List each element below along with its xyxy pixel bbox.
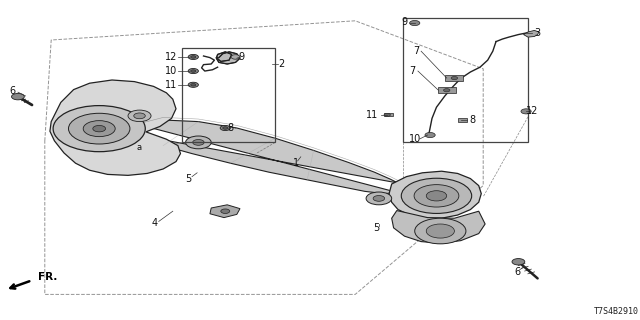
Text: 11: 11 — [366, 110, 379, 120]
Circle shape — [220, 125, 230, 131]
Circle shape — [384, 113, 390, 116]
Circle shape — [128, 110, 151, 122]
Text: 12: 12 — [164, 52, 177, 62]
Polygon shape — [142, 120, 398, 194]
Circle shape — [191, 70, 196, 72]
Polygon shape — [392, 211, 485, 243]
Polygon shape — [210, 205, 240, 218]
Circle shape — [12, 93, 24, 100]
Text: 7: 7 — [410, 66, 416, 76]
Text: 5: 5 — [186, 174, 192, 184]
Circle shape — [134, 113, 145, 119]
Text: 8: 8 — [469, 115, 476, 125]
Text: T7S4B2910: T7S4B2910 — [594, 307, 639, 316]
Circle shape — [188, 68, 198, 74]
Text: 6: 6 — [10, 86, 16, 96]
Text: 10: 10 — [164, 66, 177, 76]
Polygon shape — [384, 113, 393, 116]
Circle shape — [521, 109, 531, 114]
Circle shape — [221, 209, 230, 213]
Circle shape — [193, 140, 204, 145]
Circle shape — [53, 106, 145, 152]
Circle shape — [426, 191, 447, 201]
Text: FR.: FR. — [38, 272, 58, 282]
Circle shape — [373, 196, 385, 201]
Circle shape — [191, 56, 196, 58]
Circle shape — [188, 82, 198, 87]
Polygon shape — [458, 118, 467, 122]
Circle shape — [426, 224, 454, 238]
Text: 11: 11 — [164, 80, 177, 90]
Circle shape — [451, 76, 458, 80]
Polygon shape — [524, 30, 539, 37]
Polygon shape — [445, 75, 463, 81]
Bar — [403, 18, 528, 142]
Circle shape — [410, 20, 420, 26]
Text: 4: 4 — [152, 218, 158, 228]
Circle shape — [512, 259, 525, 265]
Circle shape — [425, 132, 435, 138]
Circle shape — [83, 121, 115, 137]
Text: 5: 5 — [373, 223, 380, 233]
Text: 9: 9 — [401, 17, 408, 28]
Circle shape — [366, 192, 392, 205]
Text: 9: 9 — [239, 52, 245, 62]
Polygon shape — [389, 171, 481, 218]
Polygon shape — [438, 87, 456, 93]
Text: 2: 2 — [278, 59, 285, 69]
Text: 8: 8 — [227, 123, 234, 133]
Circle shape — [415, 218, 466, 244]
Circle shape — [414, 185, 459, 207]
Circle shape — [231, 55, 240, 59]
Text: 10: 10 — [408, 134, 421, 144]
Text: 3: 3 — [534, 28, 541, 38]
Circle shape — [191, 84, 196, 86]
Polygon shape — [216, 52, 240, 64]
Bar — [182, 48, 275, 142]
Circle shape — [188, 54, 198, 60]
Circle shape — [68, 113, 130, 144]
Text: 12: 12 — [526, 106, 539, 116]
Text: a: a — [137, 143, 142, 152]
Text: 7: 7 — [413, 46, 419, 56]
Text: 6: 6 — [514, 267, 520, 277]
Polygon shape — [50, 80, 180, 175]
Circle shape — [444, 89, 450, 92]
Text: 1: 1 — [292, 158, 299, 168]
Circle shape — [223, 127, 228, 129]
Circle shape — [401, 178, 472, 213]
Circle shape — [93, 125, 106, 132]
Circle shape — [186, 136, 211, 149]
